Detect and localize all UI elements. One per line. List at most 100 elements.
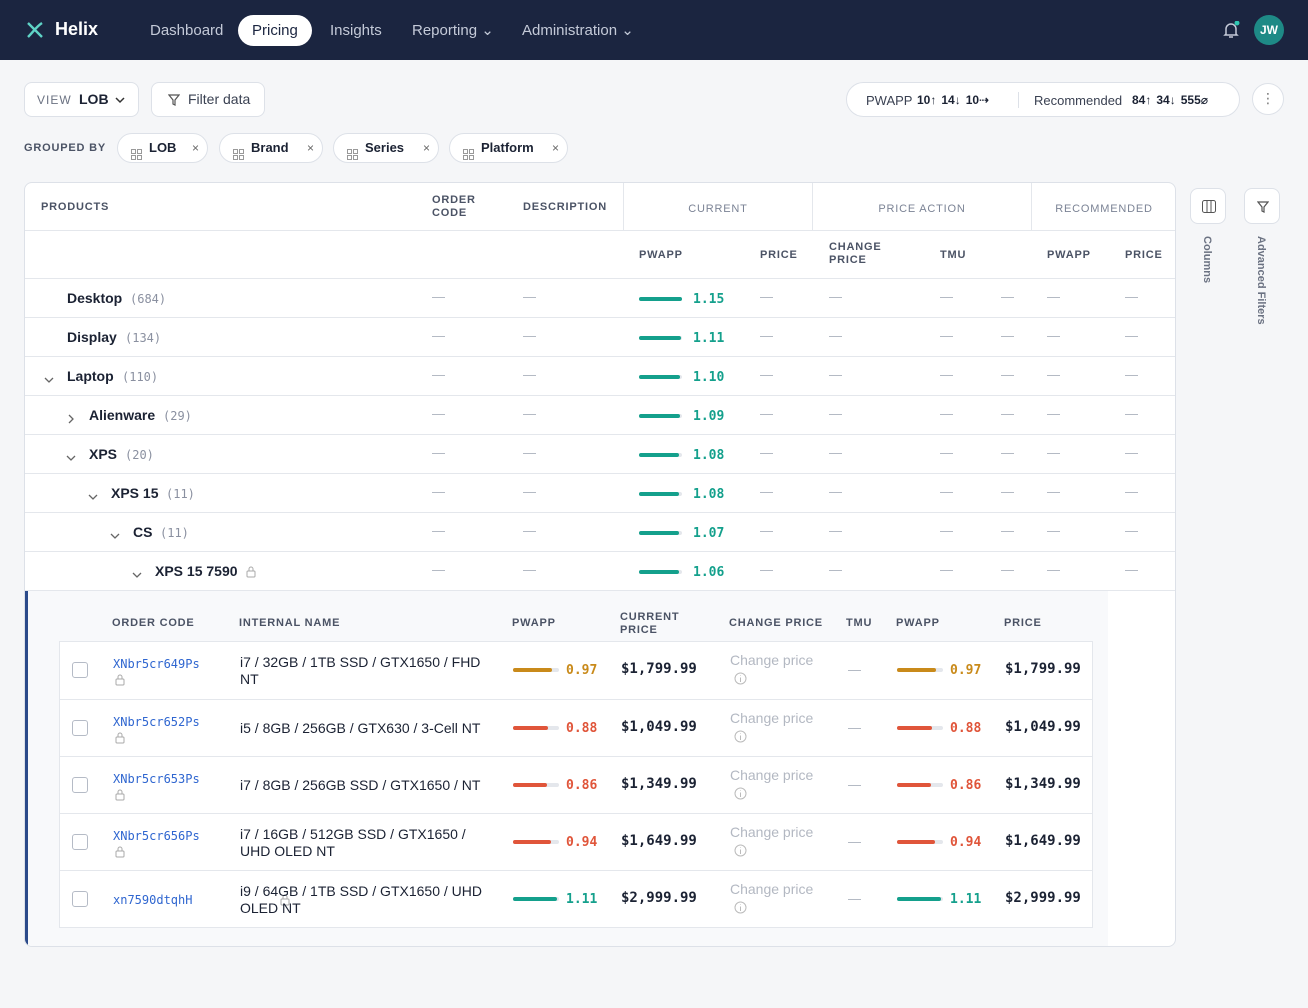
advanced-filters-button[interactable] — [1244, 188, 1280, 224]
empty-cell: — — [523, 484, 536, 499]
row-checkbox[interactable] — [72, 777, 88, 793]
order-code[interactable]: XNbr5cr652Ps — [113, 715, 200, 729]
row-count: (20) — [125, 448, 154, 462]
pwapp-value: 0.97 — [566, 663, 598, 678]
rec-price: $2,999.99 — [1005, 890, 1081, 906]
current-price: $1,049.99 — [621, 719, 697, 735]
pwapp-value: 1.09 — [693, 409, 725, 424]
internal-name: i7 / 16GB / 512GB SSD / GTX1650 / UHD OL… — [240, 826, 466, 859]
chip-label: Series — [365, 140, 405, 155]
empty-cell: — — [940, 562, 953, 577]
row-checkbox[interactable] — [72, 891, 88, 907]
tree-row: Desktop (684) — — — — — — — — 1.15 — [25, 279, 1175, 318]
change-price-input[interactable]: Change price — [730, 710, 814, 726]
row-checkbox[interactable] — [72, 834, 88, 850]
pwapp-bar — [639, 336, 681, 340]
detail-panel: ORDER CODE INTERNAL NAME PWAPP CURRENT PRIC… — [25, 591, 1108, 946]
columns-button[interactable] — [1190, 188, 1226, 224]
view-value: LOB — [79, 91, 109, 107]
sub-header: PRICE — [1125, 249, 1163, 261]
empty-cell: — — [1125, 523, 1138, 538]
count: 555⌀ — [1180, 93, 1208, 107]
current-price: $1,349.99 — [621, 776, 697, 792]
empty-cell: — — [1125, 406, 1138, 421]
pwapp-value: 0.88 — [950, 721, 982, 736]
nav-item[interactable]: Dashboard — [150, 22, 224, 39]
pwapp-track — [639, 531, 682, 535]
internal-name: i7 / 8GB / 256GB SSD / GTX1650 / NT — [240, 777, 481, 793]
group-chip: LOB × — [117, 133, 208, 163]
empty-cell: — — [1047, 406, 1060, 421]
sub-header: TMU — [940, 249, 967, 261]
lock-icon-svg — [115, 674, 125, 686]
row-checkbox[interactable] — [72, 662, 88, 678]
expand-chevron — [66, 411, 76, 429]
avatar[interactable]: JW — [1254, 15, 1284, 45]
count: 14↓ — [941, 93, 961, 107]
pwapp-summary-label: PWAPP — [866, 93, 913, 108]
pwapp-bar — [897, 783, 932, 787]
chip-remove[interactable]: × — [422, 141, 430, 155]
nav-item[interactable]: Pricing — [238, 15, 312, 46]
empty-cell: — — [940, 445, 953, 460]
pwapp-value: 1.15 — [693, 292, 725, 307]
pwapp-value: 1.10 — [693, 370, 725, 385]
sub-header: CHANGE PRICE — [829, 241, 882, 266]
empty-cell: — — [432, 562, 445, 577]
nav-item[interactable]: Insights — [330, 22, 382, 39]
row-name: CS — [133, 524, 153, 540]
empty-cell: — — [848, 662, 861, 677]
columns-label[interactable]: Columns — [1201, 236, 1213, 284]
empty-cell: — — [760, 328, 773, 343]
detail-table: XNbr5cr649Ps i7 / 32GB / 1TB SSD / GTX165… — [59, 641, 1093, 928]
detail-header: CHANGE PRICE — [729, 617, 823, 629]
chip-remove[interactable]: × — [191, 141, 199, 155]
filter-button[interactable]: Filter data — [151, 82, 265, 117]
view-select[interactable]: VIEW LOB — [24, 82, 139, 117]
tree-row: Display (134) — — — — — — — — 1.11 — [25, 318, 1175, 357]
expand-chevron — [44, 372, 54, 390]
detail-header: PRICE — [1004, 617, 1042, 629]
more-button[interactable]: ⋮ — [1252, 83, 1284, 115]
empty-cell: — — [940, 523, 953, 538]
pwapp-track — [897, 783, 943, 787]
expand-chevron — [132, 567, 142, 585]
empty-cell: — — [848, 891, 861, 906]
notifications[interactable] — [1222, 21, 1240, 39]
empty-cell: — — [523, 328, 536, 343]
empty-cell: — — [1047, 445, 1060, 460]
info-icon — [734, 844, 747, 862]
empty-cell: — — [1125, 328, 1138, 343]
pwapp-track — [897, 897, 943, 901]
pwapp-bar — [513, 840, 551, 844]
header-order-code: ORDER CODE — [432, 194, 476, 219]
expand-chevron-svg — [68, 414, 74, 424]
change-price-input[interactable]: Change price — [730, 881, 814, 897]
advanced-filters-label[interactable]: Advanced Filters — [1255, 236, 1267, 325]
order-code[interactable]: XNbr5cr649Ps — [113, 657, 200, 671]
order-code[interactable]: xn7590dtqhH — [113, 893, 193, 907]
order-code[interactable]: XNbr5cr656Ps — [113, 829, 200, 843]
count: 10⇢ — [965, 93, 990, 107]
expand-chevron — [88, 489, 98, 507]
change-price-input[interactable]: Change price — [730, 652, 814, 668]
row-name: Alienware — [89, 407, 156, 423]
group-header: CURRENT — [623, 183, 812, 230]
change-price-input[interactable]: Change price — [730, 824, 814, 840]
chip-remove[interactable]: × — [551, 141, 559, 155]
change-price-input[interactable]: Change price — [730, 767, 814, 783]
row-count: (11) — [160, 526, 189, 540]
pwapp-bar — [513, 897, 558, 901]
detail-header: INTERNAL NAME — [239, 617, 341, 629]
count: 10↑ — [917, 93, 937, 107]
nav-item[interactable]: Reporting ⌄ — [412, 22, 494, 39]
brand: Helix — [55, 19, 99, 39]
row-count: (29) — [163, 409, 192, 423]
chip-remove[interactable]: × — [306, 141, 314, 155]
info-icon — [734, 672, 747, 690]
row-checkbox[interactable] — [72, 720, 88, 736]
recommended-counts: 84↑ 34↓ 555⌀ — [1132, 93, 1213, 107]
tree-row: XPS (20) — — — — — — — — 1.08 — [25, 435, 1175, 474]
order-code[interactable]: XNbr5cr653Ps — [113, 772, 200, 786]
nav-item[interactable]: Administration ⌄ — [522, 22, 634, 39]
